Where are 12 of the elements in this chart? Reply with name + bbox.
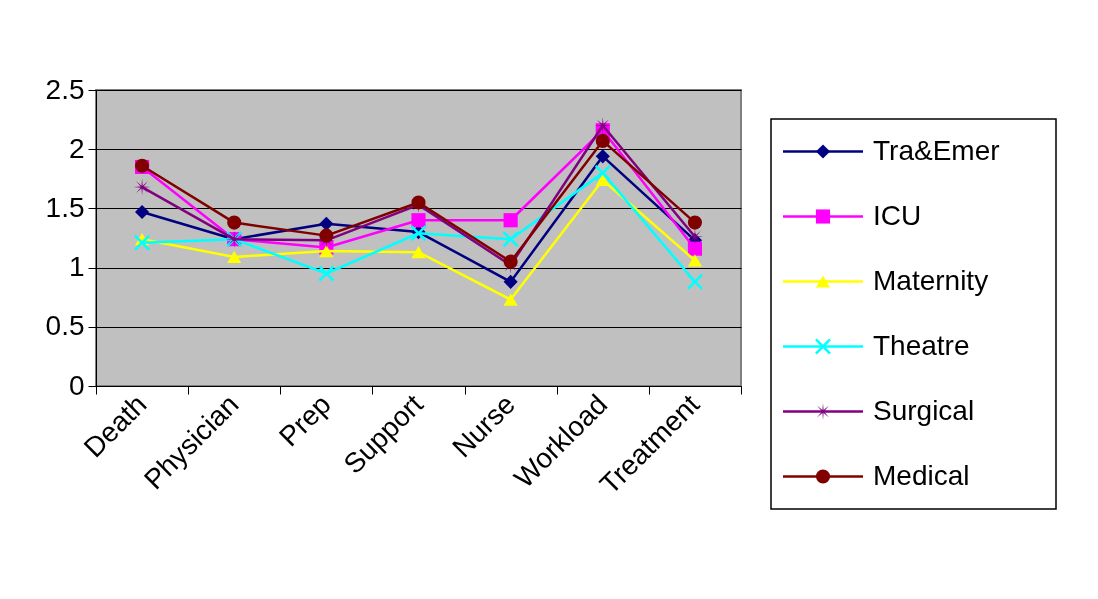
y-tick-label: 2: [68, 132, 85, 164]
legend-label: Surgical: [873, 394, 975, 426]
y-tick-label: 0: [68, 369, 85, 401]
y-tick-label: 0.5: [45, 310, 85, 342]
y-tick-label: 2.5: [45, 73, 85, 105]
legend-label: Medical: [873, 459, 970, 491]
legend-label: Tra&Emer: [873, 134, 1000, 166]
y-tick-label: 1: [68, 251, 85, 283]
legend-label: ICU: [873, 199, 922, 231]
y-tick-label: 1.5: [45, 191, 85, 223]
legend-label: Theatre: [873, 329, 970, 361]
legend-label: Maternity: [873, 264, 989, 296]
